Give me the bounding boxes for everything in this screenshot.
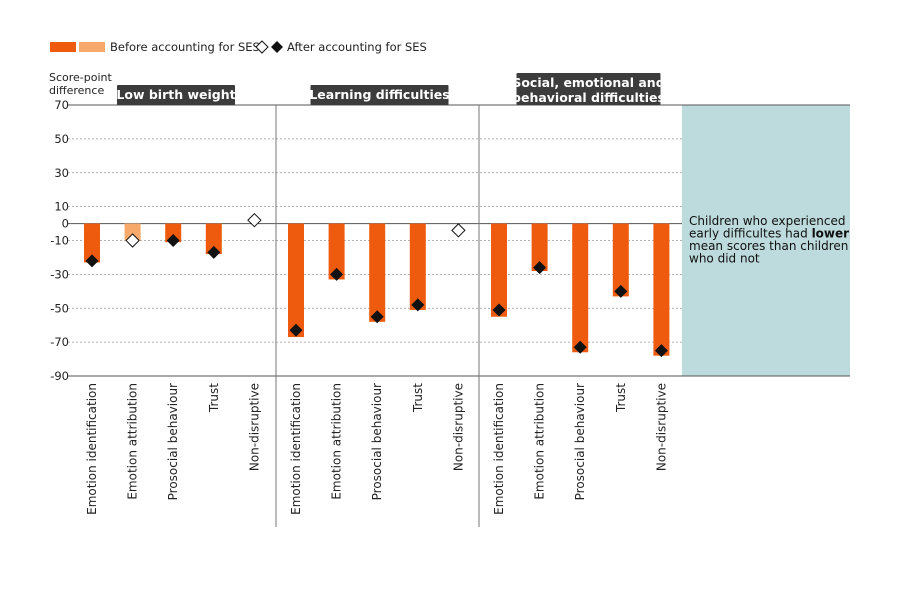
marker: [654, 344, 668, 358]
panel-title: behavioral difficulties: [512, 90, 665, 105]
bar: [653, 223, 670, 356]
marker: [166, 234, 180, 247]
y-axis-label-line-1: Score-point: [49, 71, 113, 84]
category-label: Non-disruptive: [451, 383, 465, 471]
bar: [165, 223, 182, 243]
y-tick-label: -90: [50, 369, 69, 383]
bar: [205, 223, 222, 255]
category-labels: Emotion identification Emotion attributio…: [85, 383, 668, 515]
y-tick-label: 30: [54, 166, 69, 180]
y-tick-label: -50: [50, 301, 69, 315]
annotation-line: early difficultes had lower: [689, 227, 849, 241]
marker: [451, 223, 466, 238]
marker: [492, 303, 506, 317]
marker: [289, 323, 303, 337]
bar: [491, 223, 507, 317]
bar: [531, 223, 548, 271]
y-tick-label: -70: [50, 335, 69, 349]
bar: [572, 223, 589, 353]
y-tick-label: 50: [54, 132, 69, 146]
y-tick-label: 70: [54, 98, 69, 112]
annotation-span: early difficultes had: [689, 227, 812, 241]
marker: [85, 254, 99, 268]
category-label: Emotion attribution: [533, 383, 547, 500]
marker: [330, 267, 344, 281]
panel-title: Social, emotional and: [512, 75, 664, 90]
legend-marker-after-significant: [271, 41, 283, 53]
marker: [614, 284, 628, 298]
category-label: Prosocial behaviour: [573, 383, 587, 500]
marker: [533, 261, 547, 275]
markers: [85, 212, 668, 358]
y-tick-label: -10: [50, 234, 69, 248]
category-label: Non-disruptive: [654, 383, 668, 471]
bar: [369, 223, 386, 322]
category-label: Trust: [411, 383, 425, 413]
panel-title-box: [117, 85, 235, 105]
category-label: Emotion identification: [289, 383, 303, 515]
category-label: Trust: [614, 383, 628, 413]
bars: [84, 223, 670, 356]
panel-title-box: [516, 73, 661, 105]
legend-label-before: Before accounting for SES: [110, 40, 260, 54]
bar: [409, 223, 426, 310]
y-axis-ticks: 70 50 30 10 0 -10 -30 -50 -70 -90: [50, 98, 69, 383]
annotation-span: who did not: [689, 252, 760, 266]
category-label: Emotion identification: [492, 383, 506, 515]
annotation-line: who did not: [689, 252, 760, 266]
legend: Before accounting for SES After accounti…: [50, 40, 427, 54]
panel-title-box: [310, 85, 449, 105]
marker: [207, 245, 221, 259]
y-tick-label: -30: [50, 267, 69, 281]
y-tick-label: 10: [54, 200, 69, 214]
y-tick-label: 0: [62, 217, 69, 231]
category-label: Emotion identification: [85, 383, 99, 515]
bar: [84, 223, 100, 263]
panel-title: Learning difficulties: [309, 87, 449, 102]
annotation-line: Children who experienced: [689, 214, 845, 228]
bar: [612, 223, 629, 297]
annotation-span: Children who experienced: [689, 214, 845, 228]
category-label: Emotion attribution: [330, 383, 344, 500]
legend-marker-after-nonsignificant: [255, 40, 269, 54]
category-label: Non-disruptive: [247, 383, 261, 471]
y-axis-label-line-2: difference: [49, 84, 104, 97]
legend-swatch-before-nonsignificant: [79, 42, 105, 52]
legend-swatch-before-significant: [50, 42, 76, 52]
category-label: Prosocial behaviour: [370, 383, 384, 500]
category-label: Prosocial behaviour: [166, 383, 180, 500]
panel-title: Low birth weight: [116, 87, 235, 102]
category-label: Trust: [207, 383, 221, 413]
bar: [328, 223, 345, 280]
legend-label-after: After accounting for SES: [287, 40, 427, 54]
annotation-box: [682, 105, 850, 376]
panel-titles: Low birth weight Learning difficulties Soc…: [116, 73, 665, 105]
marker: [411, 298, 425, 312]
bar: [288, 223, 304, 338]
marker: [247, 212, 262, 228]
marker: [573, 340, 587, 354]
marker: [125, 233, 140, 248]
bar: [124, 223, 141, 241]
annotation-span: mean scores than children: [689, 239, 848, 253]
category-label: Emotion attribution: [126, 383, 140, 500]
panel-dividers: [275, 105, 480, 527]
annotation-line: mean scores than children: [689, 239, 848, 253]
marker: [370, 310, 384, 324]
annotation-emphasis: lower: [812, 227, 850, 241]
